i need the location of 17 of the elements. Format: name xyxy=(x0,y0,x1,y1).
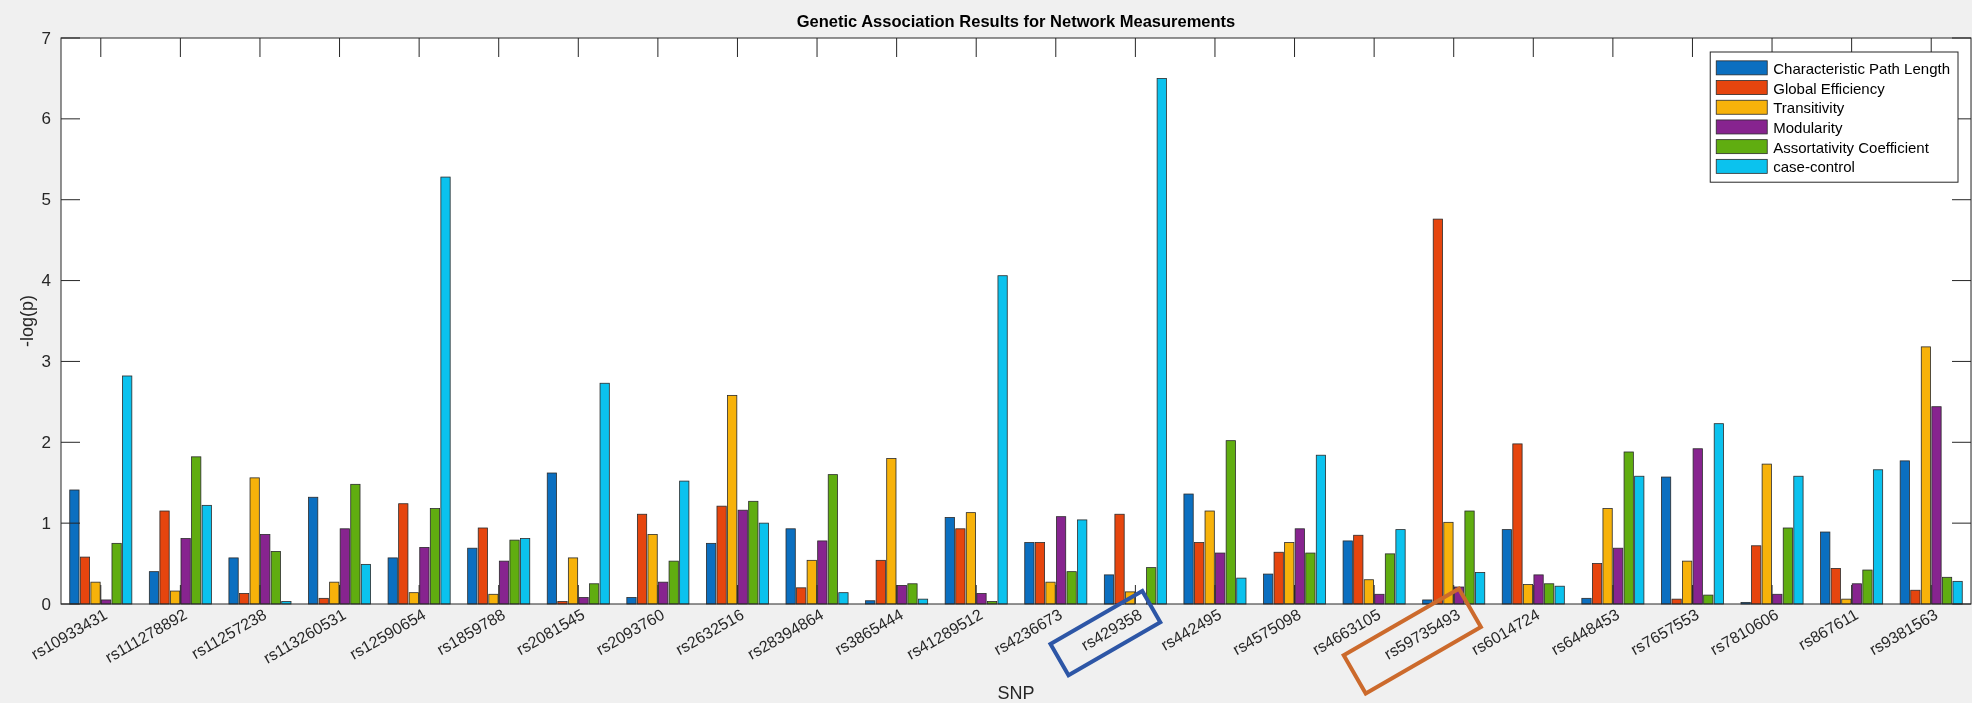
y-tick-label: 7 xyxy=(41,28,51,48)
y-tick-label: 2 xyxy=(41,432,51,452)
y-tick-label: 1 xyxy=(41,513,51,533)
y-tick-label: 4 xyxy=(41,271,51,291)
x-axis-title: SNP xyxy=(997,683,1035,703)
y-tick-label: 6 xyxy=(41,109,51,129)
legend-label: Characteristic Path Length xyxy=(1773,59,1950,77)
y-tick-label: 3 xyxy=(41,351,51,371)
y-tick-label: 0 xyxy=(41,594,51,614)
chart-title: Genetic Association Results for Network Measurements xyxy=(796,12,1236,30)
legend-label: case-control xyxy=(1773,157,1855,175)
legend-label: Transitivity xyxy=(1773,98,1845,116)
y-tick-label: 5 xyxy=(41,190,51,210)
legend-label: Global Efficiency xyxy=(1773,79,1886,97)
y-axis-title: -log(p) xyxy=(17,294,37,348)
legend-label: Modularity xyxy=(1773,118,1843,136)
legend-label: Assortativity Coefficient xyxy=(1773,138,1930,156)
